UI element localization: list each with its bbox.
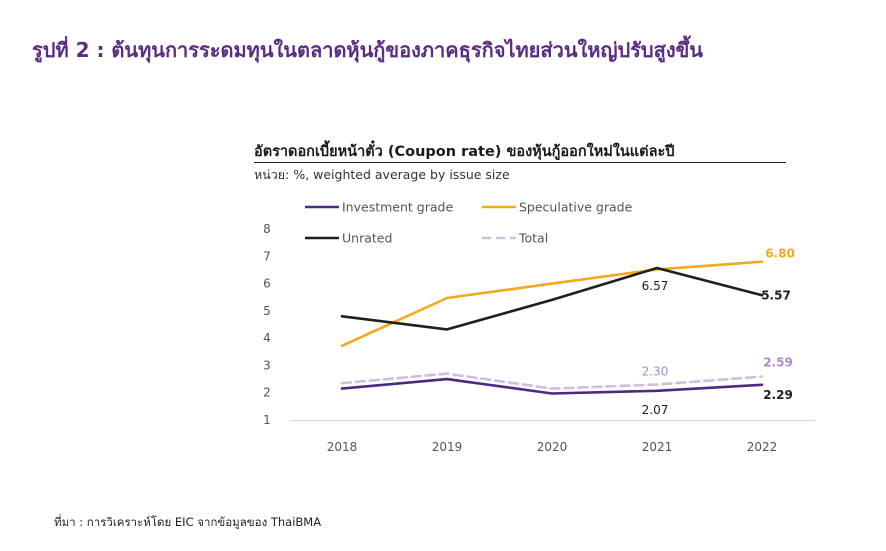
legend-label: Total (518, 231, 548, 246)
y-tick-label: 7 (263, 249, 271, 263)
x-tick-label: 2020 (537, 440, 568, 454)
data-label: 2.30 (642, 365, 669, 379)
series-line-speculative-grade (340, 260, 764, 348)
x-axis: 2018 2019 2020 2021 2022 (290, 420, 815, 454)
legend: Investment grade Speculative grade Unrated… (305, 200, 633, 246)
y-axis: 1 2 3 4 5 6 7 8 (263, 222, 271, 427)
data-labels: 6.80 6.57 5.57 2.30 2.59 2.07 2.29 (642, 247, 795, 417)
chart-subtitle: หน่วย: %, weighted average by issue size (254, 167, 510, 182)
data-label: 2.07 (642, 403, 669, 417)
series-line-unrated (340, 266, 764, 331)
legend-label: Speculative grade (519, 200, 633, 215)
title-rule (254, 162, 786, 163)
y-tick-label: 5 (263, 304, 271, 318)
series-lines (340, 260, 764, 395)
x-tick-label: 2022 (747, 440, 778, 454)
y-tick-label: 8 (263, 222, 271, 236)
x-tick-label: 2018 (327, 440, 358, 454)
data-label: 6.57 (642, 279, 669, 293)
data-label: 5.57 (761, 288, 791, 302)
x-tick-label: 2021 (642, 440, 673, 454)
chart-title: อัตราดอกเบี้ยหน้าตั๋ว (Coupon rate) ของห… (254, 144, 675, 160)
series-line-investment-grade (340, 377, 764, 395)
data-label: 6.80 (765, 247, 795, 261)
data-label: 2.59 (763, 356, 793, 370)
y-tick-label: 3 (263, 358, 271, 372)
legend-label: Investment grade (342, 200, 453, 215)
legend-label: Unrated (342, 231, 392, 246)
source-note: ที่มา : การวิเคราะห์โดย EIC จากข้อมูลของ… (54, 515, 322, 529)
y-tick-label: 4 (263, 331, 271, 345)
y-tick-label: 1 (263, 413, 271, 427)
figure-title: รูปที่ 2 : ต้นทุนการระดมทุนในตลาดหุ้นกู้… (32, 38, 703, 62)
series-line-total (340, 372, 764, 390)
y-tick-label: 2 (263, 386, 271, 400)
data-label: 2.29 (763, 388, 793, 402)
y-tick-label: 6 (263, 277, 271, 291)
x-tick-label: 2019 (432, 440, 463, 454)
